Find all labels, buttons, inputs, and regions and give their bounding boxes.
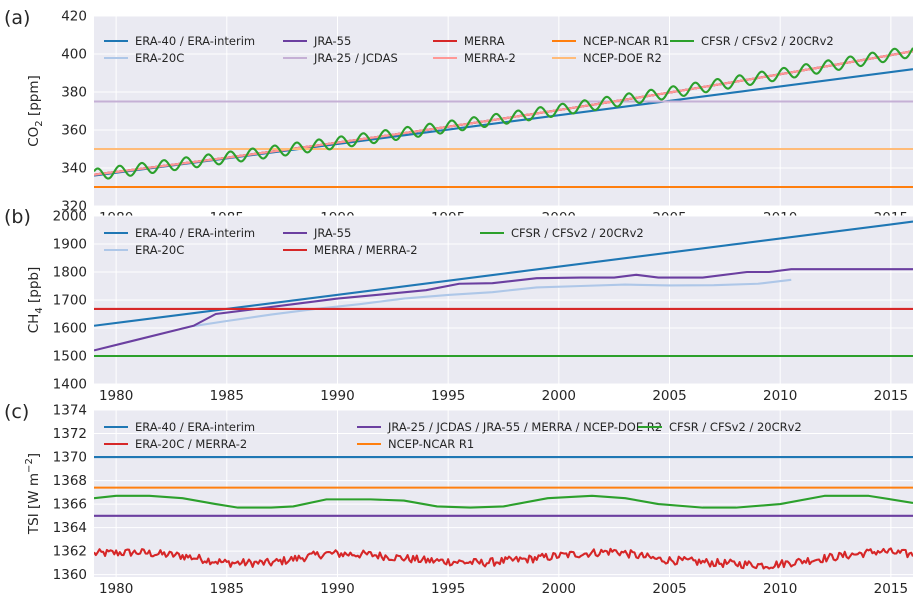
series-line-era-20c-merra-2 xyxy=(94,547,913,570)
legend-label: ERA-40 / ERA-interim xyxy=(135,34,255,48)
legend-item: ERA-40 / ERA-interim xyxy=(104,34,255,48)
legend-item: ERA-40 / ERA-interim xyxy=(104,420,255,434)
legend-label: JRA-55 xyxy=(313,34,351,48)
legend-label: ERA-20C / MERRA-2 xyxy=(135,437,247,451)
x-tick-label: 1990 xyxy=(320,388,354,404)
y-tick-label: 1900 xyxy=(53,237,87,253)
legend-item: MERRA-2 xyxy=(433,51,516,65)
panel-label: (a) xyxy=(4,7,30,29)
legend-label: JRA-25 / JCDAS / JRA-55 / MERRA / NCEP-D… xyxy=(387,420,662,434)
legend-item: CFSR / CFSv2 / 20CRv2 xyxy=(480,226,644,240)
y-tick-label: 1360 xyxy=(53,567,87,583)
x-tick-label: 2000 xyxy=(542,388,576,404)
y-tick-label: 1366 xyxy=(53,497,87,513)
y-tick-label: 1400 xyxy=(53,377,87,393)
legend-item: NCEP-NCAR R1 xyxy=(357,437,474,451)
x-tick-label: 2010 xyxy=(763,581,797,595)
legend-label: CFSR / CFSv2 / 20CRv2 xyxy=(701,34,834,48)
legend-label: NCEP-DOE R2 xyxy=(583,51,662,65)
legend-item: JRA-25 / JCDAS xyxy=(283,51,398,65)
x-tick-label: 1985 xyxy=(210,581,244,595)
legend-label: ERA-40 / ERA-interim xyxy=(135,420,255,434)
x-tick-label: 2000 xyxy=(542,581,576,595)
y-axis-label: CH4 [ppb] xyxy=(26,267,45,334)
legend-item: ERA-20C xyxy=(104,243,184,257)
series-line-merra-2 xyxy=(94,50,913,176)
legend-item: JRA-55 xyxy=(283,34,351,48)
legend-item: ERA-20C xyxy=(104,51,184,65)
x-tick-label: 1990 xyxy=(320,581,354,595)
legend-item: ERA-20C / MERRA-2 xyxy=(104,437,247,451)
series-line-cfsr-cfsv2-20crv2 xyxy=(94,494,913,509)
y-tick-label: 1374 xyxy=(53,403,87,419)
plot-area xyxy=(94,16,913,206)
legend-label: ERA-20C xyxy=(135,51,184,65)
legend-label: MERRA-2 xyxy=(464,51,516,65)
legend-label: JRA-55 xyxy=(313,226,351,240)
legend-item: NCEP-NCAR R1 xyxy=(552,34,669,48)
y-tick-label: 1362 xyxy=(53,544,87,560)
legend-label: ERA-40 / ERA-interim xyxy=(135,226,255,240)
x-tick-label: 2005 xyxy=(652,388,686,404)
y-tick-label: 1364 xyxy=(53,520,87,536)
legend-item: CFSR / CFSv2 / 20CRv2 xyxy=(670,34,834,48)
y-tick-label: 1368 xyxy=(53,473,87,489)
legend-label: ERA-20C xyxy=(135,243,184,257)
x-tick-label: 1985 xyxy=(210,388,244,404)
legend-label: NCEP-NCAR R1 xyxy=(583,34,669,48)
panel-label: (c) xyxy=(4,401,29,423)
legend-label: MERRA xyxy=(464,34,505,48)
y-tick-label: 360 xyxy=(61,123,87,139)
y-tick-label: 1800 xyxy=(53,265,87,281)
y-axis-label: TSI [W m−2] xyxy=(24,453,42,535)
legend-label: JRA-25 / JCDAS xyxy=(313,51,398,65)
x-tick-label: 1980 xyxy=(99,581,133,595)
legend-label: CFSR / CFSv2 / 20CRv2 xyxy=(511,226,644,240)
legend-item: NCEP-DOE R2 xyxy=(552,51,662,65)
legend-item: JRA-25 / JCDAS / JRA-55 / MERRA / NCEP-D… xyxy=(357,420,662,434)
panel-b: 1400 1500 1600 1700 1800 1900 2000 1980 1985 1990… xyxy=(4,206,913,404)
legend-item: ERA-40 / ERA-interim xyxy=(104,226,255,240)
x-tick-label: 1995 xyxy=(431,581,465,595)
x-tick-label: 2015 xyxy=(874,581,908,595)
panel-a: 3203403603804004201980198519901995200020… xyxy=(4,7,913,226)
y-tick-label: 380 xyxy=(61,85,87,101)
y-tick-label: 400 xyxy=(61,47,87,63)
y-tick-label: 420 xyxy=(61,9,87,25)
y-tick-label: 320 xyxy=(61,199,87,215)
y-tick-label: 2000 xyxy=(53,209,87,225)
x-tick-label: 2015 xyxy=(874,388,908,404)
y-axis-label: CO2 [ppm] xyxy=(26,75,45,147)
y-tick-label: 340 xyxy=(61,161,87,177)
series-line-era-20c xyxy=(193,278,792,328)
series-line-cfsr-cfsv2-20crv2 xyxy=(94,47,913,180)
legend-label: CFSR / CFSv2 / 20CRv2 xyxy=(669,420,802,434)
y-tick-label: 1370 xyxy=(53,450,87,466)
y-tick-label: 1700 xyxy=(53,293,87,309)
panel-label: (b) xyxy=(4,206,31,228)
x-tick-label: 1980 xyxy=(99,388,133,404)
x-tick-label: 2005 xyxy=(652,581,686,595)
panel-c: 1360 1362 1364 1366 1368 1370 1372 1374 1980 1985… xyxy=(4,401,913,595)
x-tick-label: 2010 xyxy=(763,388,797,404)
legend-item: JRA-55 xyxy=(283,226,351,240)
y-tick-label: 1600 xyxy=(53,321,87,337)
y-tick-label: 1500 xyxy=(53,349,87,365)
legend-item: MERRA / MERRA-2 xyxy=(283,243,418,257)
plot-area xyxy=(94,410,913,577)
legend-item: CFSR / CFSv2 / 20CRv2 xyxy=(638,420,802,434)
legend-item: MERRA xyxy=(433,34,505,48)
legend-label: NCEP-NCAR R1 xyxy=(388,437,474,451)
legend-label: MERRA / MERRA-2 xyxy=(314,243,418,257)
y-tick-label: 1372 xyxy=(53,426,87,442)
x-tick-label: 1995 xyxy=(431,388,465,404)
